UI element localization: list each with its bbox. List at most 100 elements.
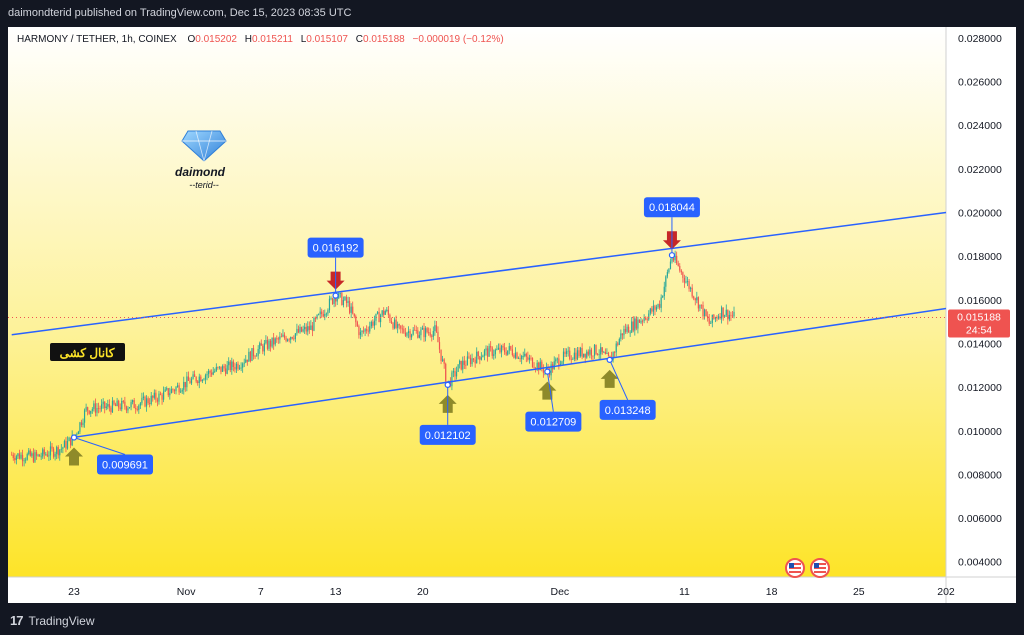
price-axis[interactable]: 0.028000 0.026000 0.024000 0.022000 0.020000… [958, 33, 1002, 569]
candle-body [111, 400, 114, 413]
candle-body [573, 352, 575, 359]
y-tick-label: 0.010000 [958, 426, 1002, 438]
candle-body [381, 310, 383, 316]
candle-body [607, 352, 610, 356]
candle-body [683, 277, 686, 283]
candle-body [279, 336, 281, 340]
open-value: 0.015202 [195, 34, 237, 45]
candle-body [206, 374, 208, 376]
candle-body [482, 355, 484, 358]
symbol-label: HARMONY / TETHER, 1h, COINEX [17, 34, 177, 45]
arrow-up-icon [600, 369, 619, 388]
candle-body [708, 318, 710, 324]
candle-body [318, 314, 320, 315]
arrow-up-icon [65, 447, 83, 466]
candle-body [189, 380, 191, 384]
candle-body [562, 351, 565, 362]
candle-body [248, 351, 250, 362]
candle-body [652, 305, 655, 312]
candle-body [710, 322, 712, 324]
candle-body [451, 372, 453, 387]
candle-body [626, 326, 628, 332]
channel-badge: کانال کشی [50, 343, 125, 361]
candle-body [485, 348, 487, 351]
candle-body [201, 379, 203, 382]
candle-body [234, 367, 236, 370]
countdown-value: 24:54 [966, 325, 992, 337]
annotation-label-box [307, 237, 364, 258]
candle-body [266, 339, 269, 349]
annotation-point [332, 292, 339, 299]
candle-body [699, 304, 701, 309]
candle-body [428, 332, 430, 334]
candle-body [376, 311, 379, 314]
candle-body [465, 364, 467, 366]
candle-body [528, 357, 531, 360]
annotation-label: 0.016192 [313, 243, 359, 255]
candle-body [442, 359, 444, 361]
candle-body [141, 397, 143, 404]
candle-body [407, 331, 410, 333]
candle-body [480, 357, 482, 360]
tradingview-logo[interactable]: 17 TradingView [10, 613, 95, 628]
candle-body [564, 351, 566, 354]
candle-body [500, 345, 503, 353]
price-chart[interactable]: 0.028000 0.026000 0.024000 0.022000 0.020000… [8, 27, 1016, 603]
candle-body [235, 363, 238, 370]
x-tick-label: 202 [937, 586, 955, 598]
candle-body [569, 350, 571, 360]
candle-body [209, 370, 211, 373]
candle-body [80, 422, 83, 426]
candle-body [731, 315, 734, 317]
event-markers[interactable] [785, 558, 830, 578]
candle-body [245, 359, 247, 363]
annotation: 0.012709 [525, 368, 582, 432]
candle-body [200, 376, 202, 382]
candle-body [463, 360, 465, 365]
candle-body [57, 447, 59, 456]
candle-body [88, 410, 90, 414]
candle-body [685, 281, 687, 283]
candle-body [60, 448, 62, 450]
annotation-label-box [97, 454, 153, 475]
candle-body [713, 314, 715, 319]
time-axis[interactable]: 23 Nov 7 13 20 Dec 11 18 25 202 [68, 586, 955, 598]
candle-body [404, 332, 407, 336]
watermark-brand: daimond [175, 165, 226, 179]
x-tick-label: 25 [853, 586, 865, 598]
candle-body [139, 403, 141, 406]
us-flag-icon[interactable] [810, 558, 830, 578]
candle-body [20, 454, 22, 459]
candle-body [297, 328, 300, 333]
chart-area[interactable]: 0.028000 0.026000 0.024000 0.022000 0.020000… [8, 27, 1016, 603]
annotation-point [444, 381, 451, 388]
candle-body [79, 422, 81, 432]
candle-body [290, 337, 292, 340]
candle-body [104, 401, 106, 409]
candle-body [393, 319, 396, 329]
candle-body [390, 320, 393, 324]
candle-body [598, 354, 600, 356]
candle-body [530, 357, 532, 359]
candle-body [361, 330, 363, 333]
candle-body [415, 330, 417, 331]
annotation: 0.013248 [599, 356, 656, 420]
candle-body [522, 355, 524, 357]
candle-body [505, 352, 507, 355]
candle-body [493, 354, 495, 356]
candle-body [655, 306, 658, 310]
y-tick-label: 0.006000 [958, 513, 1002, 525]
candle-body [406, 332, 408, 336]
candle-body [364, 329, 366, 332]
candle-body [293, 338, 295, 340]
candle-body [601, 347, 603, 353]
candle-body [666, 272, 668, 277]
channel-badge-text: کانال کشی [60, 346, 115, 360]
candle-body [721, 307, 723, 319]
candle-body [108, 404, 110, 408]
candle-body [702, 304, 704, 317]
us-flag-icon[interactable] [785, 558, 805, 578]
annotations: 0.009691 0.016192 0.012102 0.012709 0.013248… [65, 197, 700, 475]
candle-body [186, 376, 188, 388]
y-tick-label: 0.014000 [958, 338, 1002, 350]
